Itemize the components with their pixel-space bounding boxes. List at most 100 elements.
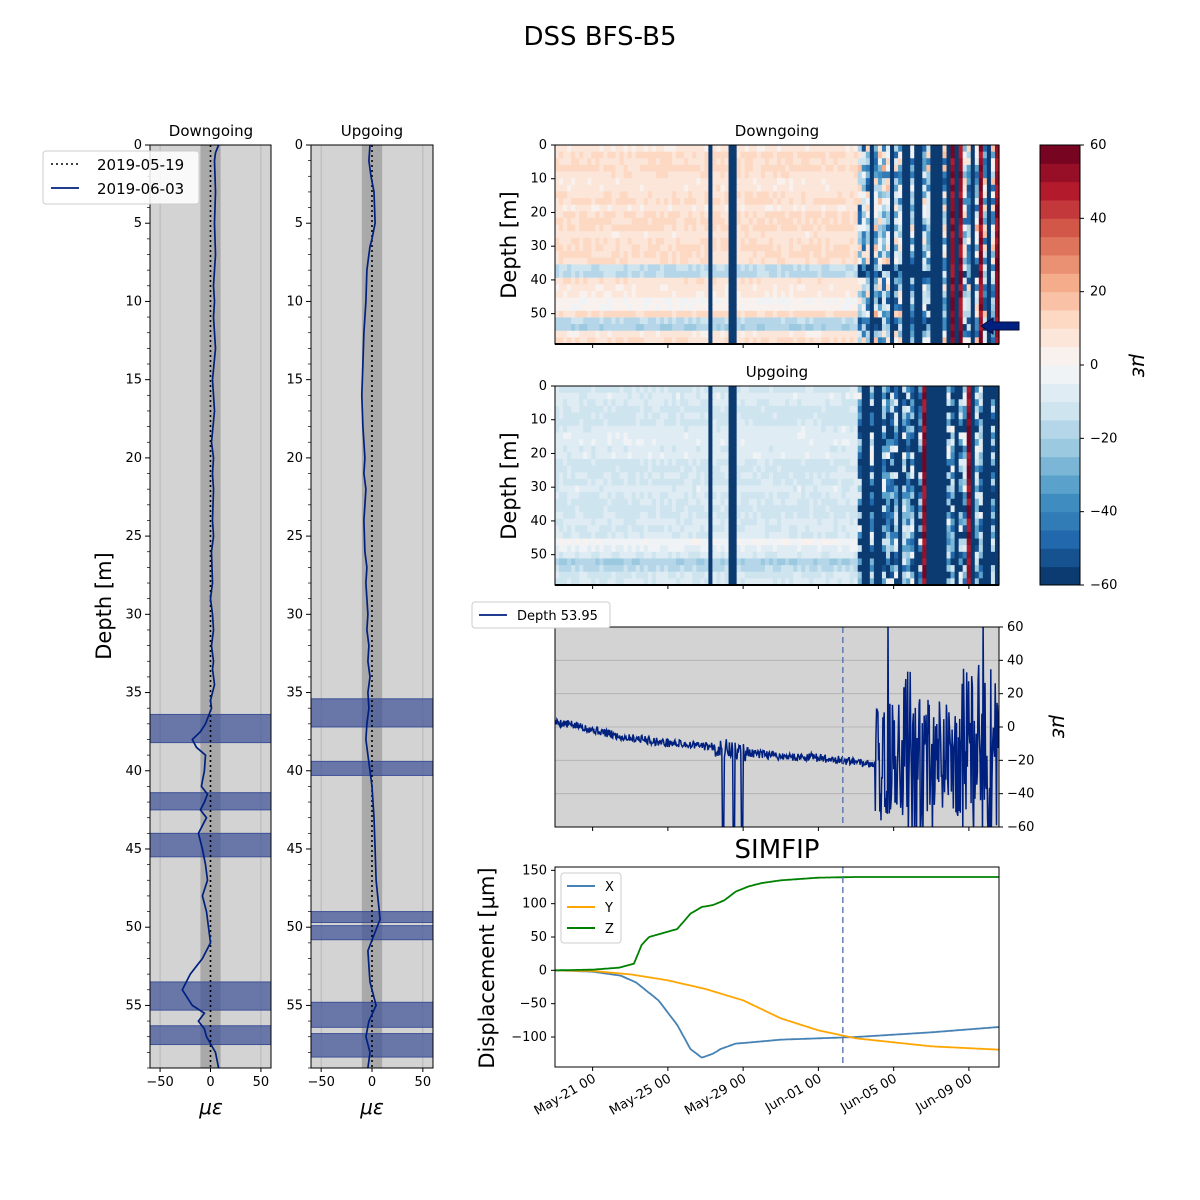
- heatmap-down-cell: [970, 317, 976, 325]
- heatmap-down-cell: [615, 178, 621, 186]
- heatmap-up-cell: [619, 445, 625, 453]
- heatmap-down-cell: [781, 158, 786, 166]
- heatmap-down-cell: [631, 145, 637, 153]
- heatmap-down-cell: [583, 204, 588, 212]
- heatmap-down-cell: [890, 224, 895, 232]
- heatmap-down-cell: [563, 178, 568, 186]
- heatmap-up-cell: [760, 412, 766, 420]
- heatmap-down-cell: [623, 171, 629, 179]
- heatmap-up-cell: [643, 405, 649, 414]
- heatmap-down-cell: [829, 257, 835, 265]
- heatmap-up-cell: [760, 425, 766, 434]
- heatmap-down-cell: [950, 304, 956, 312]
- heatmap-up-cell: [829, 386, 835, 394]
- heatmap-down-cell: [627, 310, 633, 319]
- heatmap-down-cell: [906, 191, 911, 199]
- heatmap-down-cell: [712, 217, 718, 226]
- heatmap-up-cell: [575, 405, 580, 414]
- heatmap-down-cell: [631, 244, 637, 252]
- heatmap-up-cell: [942, 458, 948, 467]
- heatmap-up-cell: [982, 412, 988, 420]
- heatmap-up-cell: [986, 465, 992, 473]
- heatmap-down-cell: [752, 231, 758, 239]
- heatmap-up-cell: [740, 412, 746, 420]
- heatmap-down-cell: [700, 317, 705, 325]
- heatmap-down-cell: [990, 151, 996, 159]
- heatmap-down-cell: [748, 304, 754, 312]
- heatmap-down-cell: [611, 310, 617, 319]
- heatmap-up-cell: [990, 465, 996, 473]
- heatmap-up-cell: [591, 419, 596, 427]
- heatmap-down-cell: [655, 297, 661, 305]
- heatmap-down-cell: [869, 171, 875, 179]
- heatmap-down-cell: [849, 145, 855, 153]
- heatmap-down-cell: [768, 264, 774, 272]
- heatmap-down-cell: [647, 217, 653, 226]
- heatmap-down-cell: [680, 317, 685, 325]
- heatmap-down-cell: [970, 290, 976, 299]
- heatmap-up-cell: [567, 405, 572, 414]
- heatmap-down-cell: [651, 158, 657, 166]
- heatmap-up-cell: [732, 399, 738, 407]
- heatmap-down-cell: [805, 271, 810, 279]
- heatmap-down-cell: [659, 217, 665, 226]
- heatmap-up-cell: [696, 419, 701, 427]
- heatmap-down-cell: [942, 217, 948, 226]
- heatmap-down-cell: [659, 317, 665, 325]
- heatmap-down-cell: [942, 164, 948, 173]
- heatmap-down-cell: [894, 271, 899, 279]
- heatmap-down-cell: [890, 284, 895, 292]
- heatmap-up-cell: [651, 439, 657, 447]
- heatmap-down-cell: [797, 244, 802, 252]
- heatmap-down-cell: [821, 211, 827, 219]
- heatmap-down-cell: [752, 251, 758, 259]
- heatmap-down-cell: [817, 310, 822, 319]
- heatmap-up-cell: [885, 399, 891, 407]
- heatmap-up-cell: [902, 458, 907, 467]
- heatmap-down-cell: [789, 198, 794, 206]
- heatmap-up-cell: [926, 425, 931, 434]
- heatmap-down-cell: [611, 244, 617, 252]
- heatmap-down-cell: [672, 151, 677, 159]
- heatmap-down-cell: [563, 191, 568, 199]
- heatmap-up-cell: [647, 419, 653, 427]
- heatmap-down-cell: [643, 217, 649, 226]
- heatmap-up-cell: [599, 412, 605, 420]
- heatmap-down-cell: [873, 337, 879, 345]
- heatmap-down-cell: [603, 337, 609, 345]
- heatmap-down-cell: [865, 158, 871, 166]
- heatmap-down-cell: [833, 237, 839, 246]
- heatmap-down-cell: [623, 324, 629, 332]
- heatmap-down-cell: [861, 231, 867, 239]
- heatmap-down-cell: [785, 164, 790, 173]
- heatmap-down-cell: [966, 164, 972, 173]
- heatmap-down-cell: [651, 337, 657, 345]
- heatmap-down-cell: [756, 191, 762, 199]
- heatmap-down-cell: [575, 304, 580, 312]
- heatmap-down-cell: [829, 224, 835, 232]
- heatmap-down-cell: [587, 337, 592, 345]
- heatmap-down-cell: [966, 317, 972, 325]
- heatmap-down-cell: [595, 310, 600, 319]
- heatmap-down-cell: [740, 178, 746, 186]
- heatmap-up-cell: [611, 458, 617, 467]
- heatmap-down-cell: [849, 231, 855, 239]
- heatmap-up-cell: [760, 392, 766, 400]
- heatmap-down-cell: [906, 297, 911, 305]
- heatmap-down-cell: [700, 171, 705, 179]
- heatmap-up-cell: [857, 392, 863, 400]
- heatmap-down-cell: [974, 151, 980, 159]
- heatmap-down-cell: [890, 297, 895, 305]
- heatmap-down-cell: [881, 277, 887, 285]
- heatmap-down-cell: [631, 304, 637, 312]
- heatmap-down-cell: [914, 211, 919, 219]
- heatmap-down-cell: [672, 290, 677, 299]
- heatmap-down-cell: [881, 271, 887, 279]
- heatmap-down-cell: [663, 251, 669, 259]
- heatmap-down-cell: [873, 257, 879, 265]
- heatmap-down-cell: [559, 251, 564, 259]
- heatmap-down-cell: [978, 317, 984, 325]
- heatmap-down-cell: [845, 145, 851, 153]
- heatmap-up-cell: [571, 386, 576, 394]
- heatmap-down-cell: [772, 257, 778, 265]
